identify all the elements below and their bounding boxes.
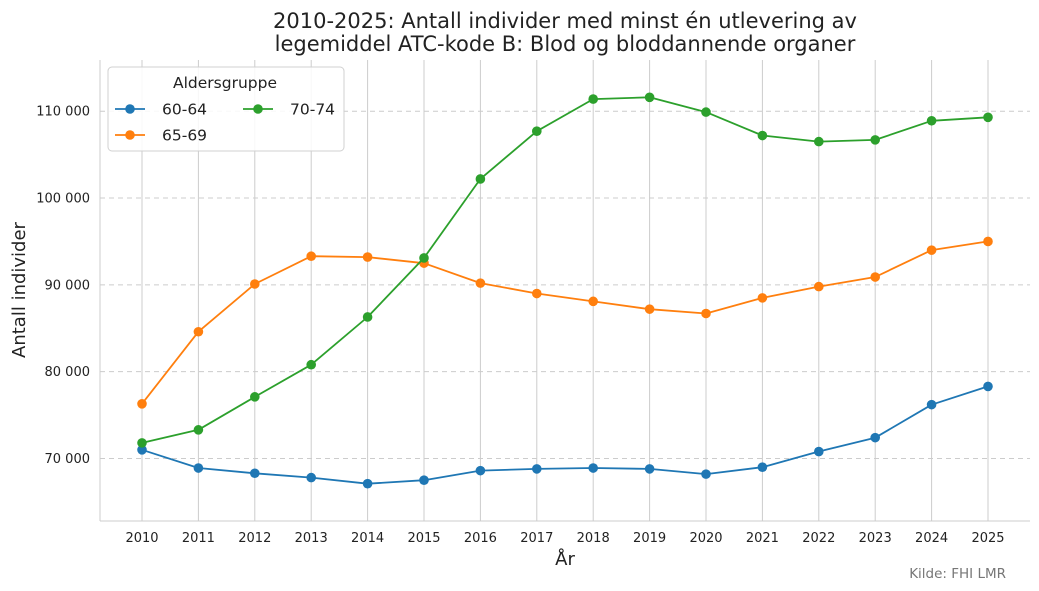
data-point: [532, 126, 542, 136]
data-point: [926, 245, 937, 255]
data-point: [926, 399, 937, 410]
data-point: [644, 464, 655, 474]
legend-marker: [125, 104, 135, 114]
data-point: [419, 253, 429, 263]
y-axis-label: Antall individer: [9, 221, 30, 358]
data-point: [757, 130, 768, 141]
legend: Aldersgruppe 60-64 65-69 70-74: [107, 66, 345, 152]
x-tick-label: 2024: [915, 531, 948, 546]
legend-marker: [253, 104, 263, 114]
data-point: [588, 296, 598, 307]
y-tick-label: 110 000: [36, 105, 90, 120]
data-point: [644, 92, 655, 103]
y-tick-label: 90 000: [45, 278, 91, 293]
data-point: [306, 251, 317, 262]
legend-title: Aldersgruppe: [173, 74, 277, 92]
data-point: [926, 115, 937, 126]
data-point: [701, 469, 711, 479]
data-point: [757, 293, 768, 303]
chart-title-line-2: legemiddel ATC-kode B: Blod og bloddanne…: [275, 32, 856, 56]
x-axis-ticks: 2010 2011 2012 2013 2014 2015 2016 2017 2018 2019…: [125, 531, 1004, 546]
x-tick-label: 2020: [689, 531, 722, 546]
legend-frame: [107, 66, 345, 152]
x-tick-label: 2022: [802, 531, 835, 546]
y-tick-label: 80 000: [45, 365, 91, 380]
data-point: [757, 462, 768, 472]
y-tick-label: 70 000: [45, 452, 91, 467]
legend-label: 65-69: [162, 127, 207, 145]
x-tick-label: 2010: [125, 531, 158, 546]
x-tick-label: 2011: [182, 531, 215, 546]
data-point: [814, 446, 824, 457]
data-point: [870, 432, 880, 443]
series-65-69: [137, 236, 993, 409]
source-note: Kilde: FHI LMR: [909, 566, 1006, 582]
data-point: [250, 392, 260, 402]
data-point: [475, 278, 486, 288]
data-point: [193, 425, 204, 435]
data-point: [306, 359, 317, 370]
x-axis-label: År: [555, 548, 575, 570]
x-tick-label: 2012: [238, 531, 271, 546]
data-point: [588, 94, 598, 104]
data-point: [137, 398, 147, 409]
data-point: [362, 252, 373, 262]
y-axis-ticks: 70 000 80 000 90 000 100 000 110 000: [36, 105, 90, 467]
data-point: [814, 281, 824, 292]
data-point: [644, 304, 655, 314]
data-point: [475, 174, 486, 184]
x-tick-label: 2021: [746, 531, 779, 546]
data-point: [814, 136, 824, 147]
legend-marker: [125, 130, 135, 140]
data-point: [193, 463, 204, 473]
x-tick-label: 2015: [407, 531, 440, 546]
x-tick-label: 2014: [351, 531, 384, 546]
data-point: [193, 326, 204, 337]
data-point: [983, 112, 993, 123]
series-60-64: [137, 381, 993, 489]
data-point: [701, 308, 711, 319]
x-tick-label: 2016: [464, 531, 497, 546]
x-tick-label: 2013: [295, 531, 328, 546]
data-point: [362, 312, 373, 322]
data-point: [983, 236, 993, 247]
x-tick-label: 2025: [971, 531, 1004, 546]
x-tick-label: 2017: [520, 531, 553, 546]
x-tick-label: 2019: [633, 531, 666, 546]
data-point: [983, 381, 993, 392]
data-point: [588, 463, 598, 473]
x-tick-label: 2023: [859, 531, 892, 546]
data-point: [532, 464, 542, 474]
y-tick-label: 100 000: [36, 192, 90, 207]
data-point: [137, 445, 147, 455]
data-point: [306, 472, 317, 483]
chart-title-line-1: 2010-2025: Antall individer med minst én…: [273, 9, 857, 33]
x-tick-label: 2018: [577, 531, 610, 546]
data-point: [870, 135, 880, 145]
legend-label: 60-64: [162, 101, 207, 119]
series-line: [141, 385, 989, 485]
legend-item: 65-69: [115, 127, 207, 145]
data-point: [870, 272, 880, 282]
data-point: [532, 288, 542, 299]
series-layer: [137, 92, 993, 489]
legend-item: 60-64: [115, 101, 207, 119]
data-point: [475, 465, 486, 476]
data-point: [250, 279, 260, 289]
data-point: [137, 438, 147, 448]
series-line: [141, 240, 989, 405]
legend-items: 60-64 65-69 70-74: [115, 101, 335, 145]
data-point: [250, 468, 260, 479]
series-line: [141, 96, 989, 444]
series-70-74: [137, 92, 993, 448]
legend-label: 70-74: [290, 101, 335, 119]
data-point: [362, 478, 373, 489]
legend-item: 70-74: [243, 101, 335, 119]
data-point: [701, 107, 711, 117]
data-point: [419, 475, 429, 485]
